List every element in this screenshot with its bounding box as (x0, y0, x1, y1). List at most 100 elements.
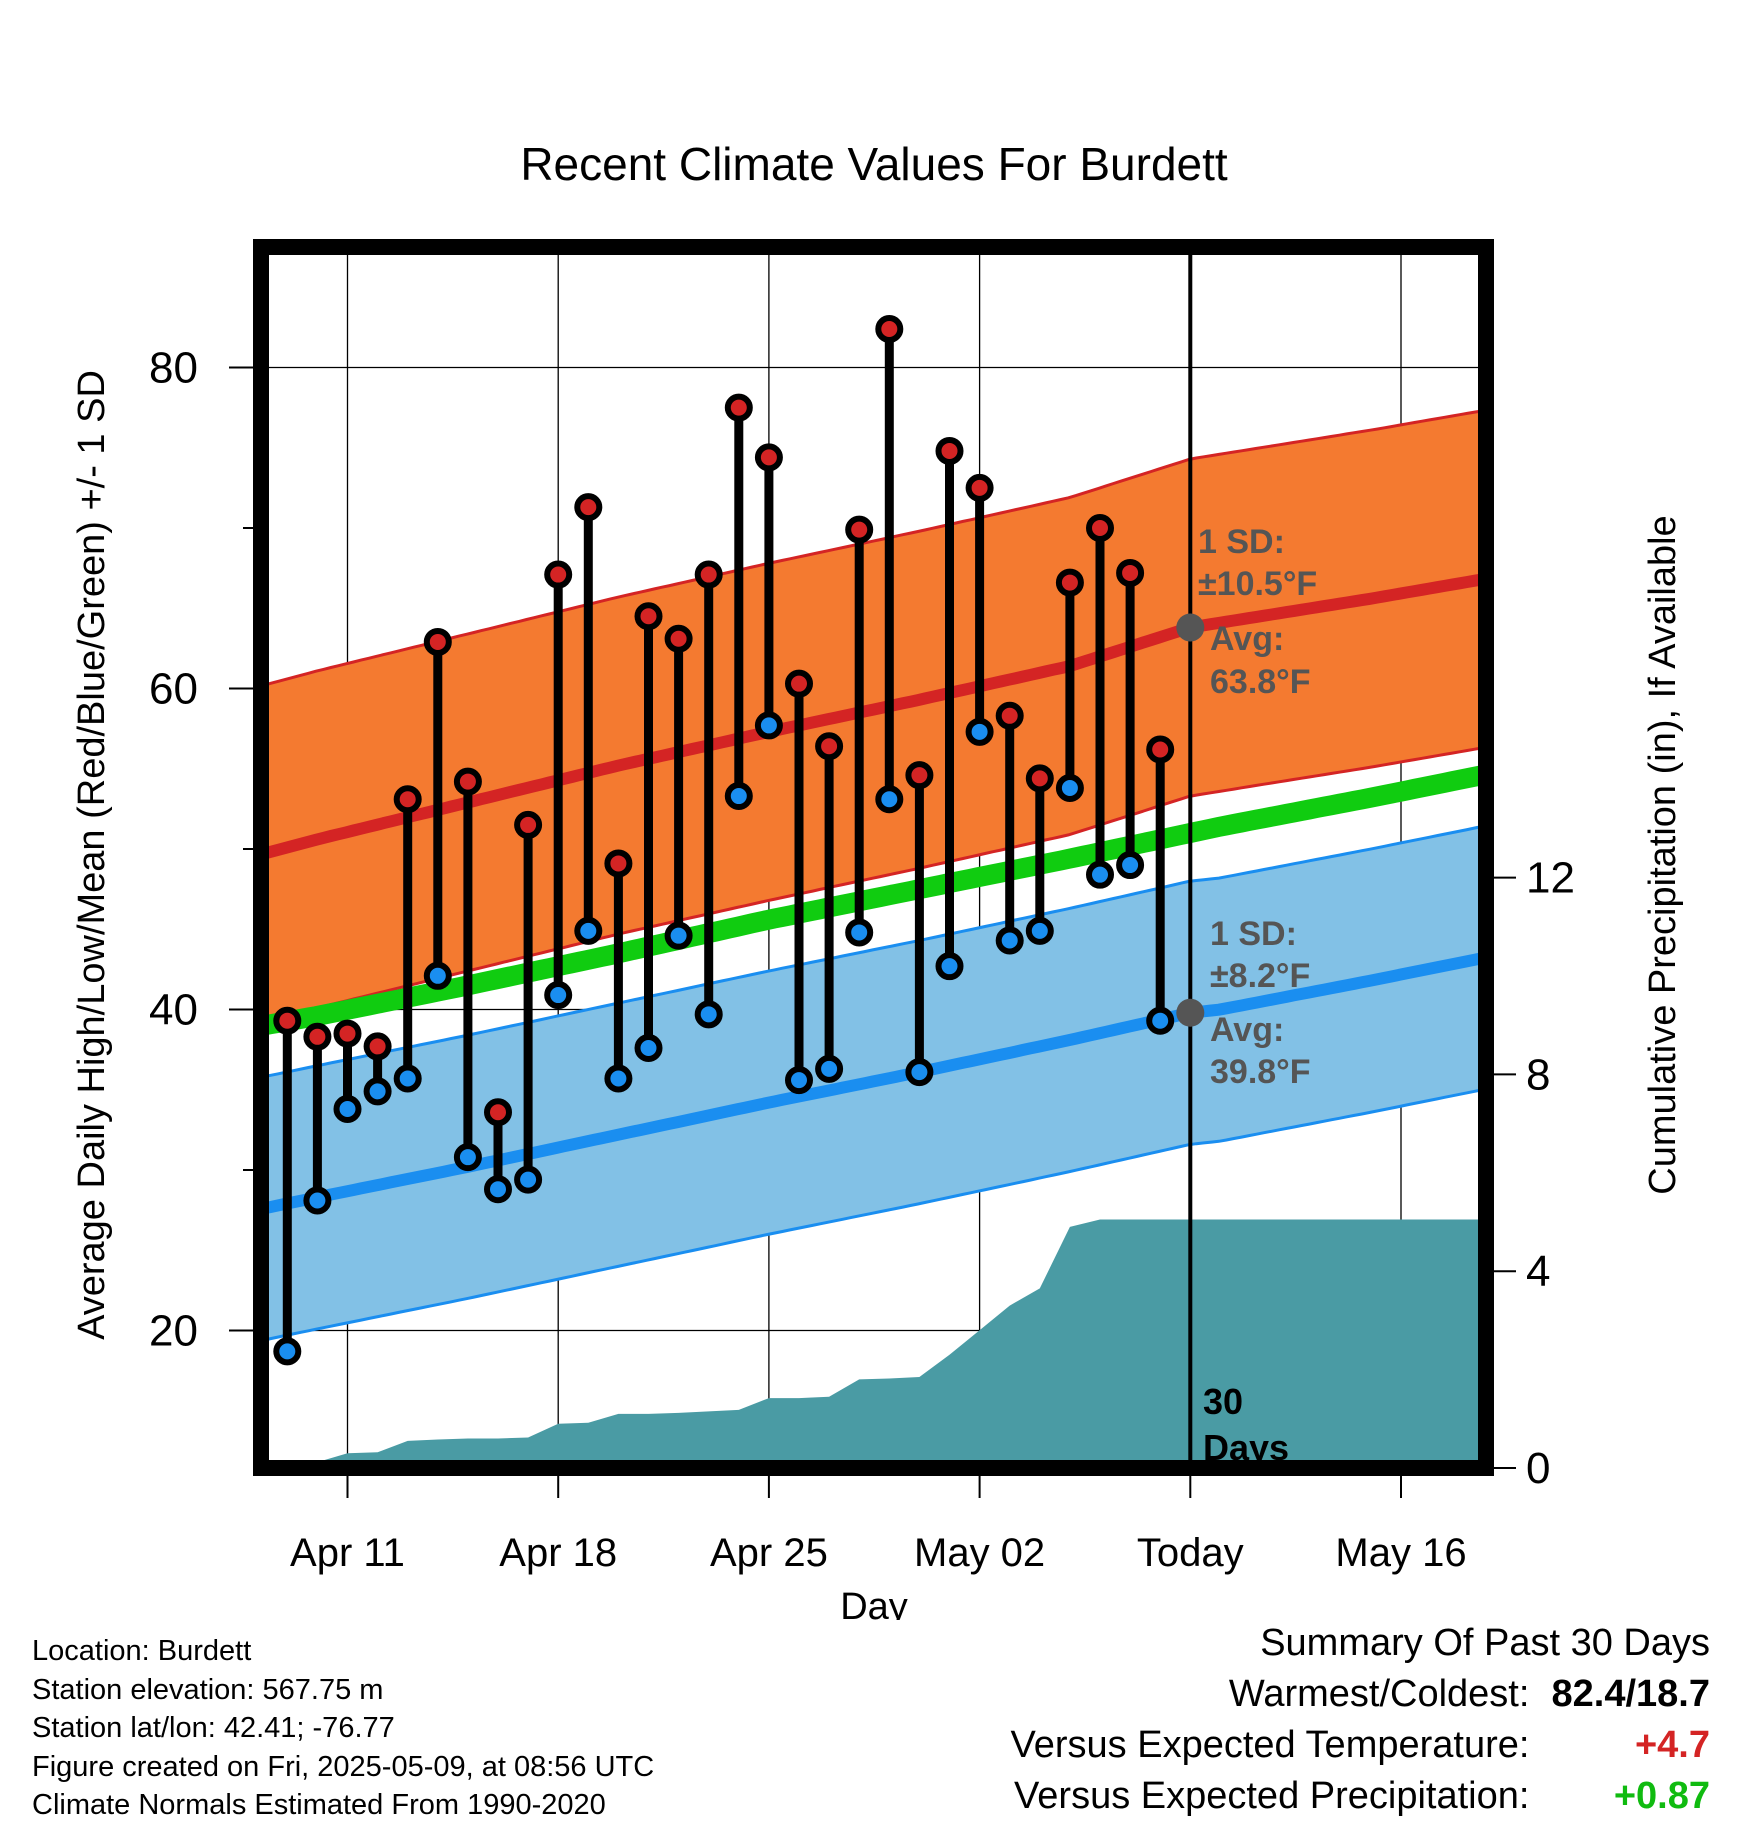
observed-high-point-9 (544, 560, 573, 589)
y-tick-label-2: 60 (149, 665, 198, 714)
observed-low-point-17 (785, 1066, 813, 1095)
observed-low-point-24 (995, 926, 1024, 955)
station-info: Location: Burdett Station elevation: 567… (32, 1632, 654, 1825)
x-tick-label-0: Apr 11 (290, 1531, 405, 1575)
observed-high-point-6 (453, 767, 482, 796)
precip-value: +0.87 (1613, 1775, 1710, 1817)
y-tick-label-3: 80 (149, 344, 198, 393)
observed-low-point-28 (1116, 851, 1145, 880)
observed-low-point-21 (905, 1058, 934, 1087)
observed-high-point-25 (1025, 764, 1054, 793)
y-tick-label-1: 40 (149, 986, 198, 1035)
observed-high-point-11 (604, 849, 633, 878)
high-avg-marker (1176, 613, 1205, 642)
observed-high-point-21 (905, 761, 934, 790)
observed-low-point-11 (604, 1064, 633, 1093)
high-sd-label: 1 SD: (1198, 523, 1285, 561)
temp-value: +4.7 (1634, 1724, 1710, 1766)
observed-high-point-23 (965, 473, 994, 502)
observed-high-point-20 (875, 314, 904, 343)
observed-low-point-20 (875, 785, 904, 814)
observed-low-point-26 (1055, 774, 1084, 803)
observed-low-point-29 (1146, 1006, 1175, 1035)
observed-high-point-7 (484, 1098, 512, 1127)
observed-low-point-14 (694, 1000, 723, 1029)
observed-low-point-1 (303, 1186, 332, 1215)
summary-panel: Summary Of Past 30 Days Warmest/Coldest:… (1011, 1618, 1710, 1822)
observed-high-point-28 (1116, 558, 1145, 587)
high-avg-label: Avg: (1210, 620, 1284, 658)
created-text: Figure created on Fri, 2025-05-09, at 08… (32, 1750, 655, 1783)
y-axis-left: 20 40 60 80 (149, 344, 253, 1356)
summary-precip-row: Versus Expected Precipitation: +0.87 (1011, 1771, 1710, 1822)
x-tick-label-1: Apr 18 (499, 1531, 617, 1575)
y2-tick-label-1: 4 (1526, 1247, 1550, 1296)
observed-high-point-8 (514, 810, 543, 839)
x-tick-label-5: May 16 (1335, 1531, 1466, 1575)
x-tick-label-4: Today (1137, 1531, 1244, 1575)
low-sd-label: 1 SD: (1210, 915, 1297, 953)
observed-high-point-10 (574, 493, 603, 522)
observed-low-point-15 (724, 782, 753, 811)
x-axis-label: Day (840, 1586, 908, 1620)
y2-tick-label-3: 12 (1526, 854, 1575, 903)
x-tick-label-3: May 02 (914, 1531, 1045, 1575)
observed-high-point-17 (785, 669, 813, 698)
observed-low-point-8 (514, 1165, 543, 1194)
observed-low-point-7 (484, 1175, 512, 1204)
summary-warmest-row: Warmest/Coldest: 82.4/18.7 (1011, 1669, 1710, 1720)
observed-low-point-18 (815, 1054, 844, 1083)
observed-high-point-2 (333, 1019, 362, 1048)
observed-high-point-19 (845, 515, 874, 544)
observed-high-point-22 (935, 436, 964, 465)
observed-low-point-27 (1086, 860, 1114, 889)
precip-label: Versus Expected Precipitation: (1014, 1775, 1530, 1817)
y2-tick-label-2: 8 (1526, 1050, 1550, 1099)
high-band-upper (262, 409, 1483, 687)
observed-high-point-5 (423, 627, 452, 656)
summary-temp-row: Versus Expected Temperature: +4.7 (1011, 1720, 1710, 1771)
observed-low-point-0 (273, 1337, 302, 1366)
plot-frame (253, 239, 1494, 1476)
y2-axis-label: Cumulative Precipitation (in), If Availa… (1642, 515, 1684, 1194)
observed-low-point-16 (754, 711, 783, 740)
low-avg-value: 39.8°F (1210, 1053, 1311, 1091)
plot-content: 1 SD: ±10.5°F Avg: 63.8°F 1 SD: ±8.2°F Avg: 39.… (261, 247, 1486, 1468)
observed-high-point-27 (1086, 514, 1114, 542)
warmest-label: Warmest/Coldest: (1228, 1673, 1530, 1715)
observed-low-point-2 (333, 1095, 362, 1124)
high-sd-band (263, 410, 1483, 1023)
observed-low-point-6 (453, 1143, 482, 1172)
low-band-lower (262, 1088, 1483, 1342)
observed-low-point-12 (634, 1034, 663, 1063)
observed-high-point-24 (995, 701, 1024, 730)
observed-high-point-16 (754, 443, 783, 472)
observed-high-point-12 (634, 602, 663, 631)
observed-high-point-15 (724, 393, 753, 422)
precip-days-number: 30 (1203, 1381, 1243, 1422)
observed-low-point-3 (363, 1077, 392, 1106)
chart-title: Recent Climate Values For Burdett (520, 138, 1228, 190)
y-tick-label-0: 20 (149, 1307, 198, 1356)
high-avg-value: 63.8°F (1210, 663, 1311, 701)
observed-low-point-22 (935, 952, 964, 981)
observed-high-point-0 (273, 1006, 302, 1035)
observed-high-point-18 (815, 732, 844, 761)
observed-low-point-25 (1025, 916, 1054, 945)
plot-area: 1 SD: ±10.5°F Avg: 63.8°F 1 SD: ±8.2°F Avg: 39.… (253, 239, 1494, 1476)
observed-low-point-9 (544, 981, 573, 1010)
precip-area (287, 1219, 1486, 1468)
location-text: Location: Burdett (32, 1635, 252, 1667)
elevation-text: Station elevation: 567.75 m (32, 1673, 384, 1706)
warmest-value: 82.4/18.7 (1551, 1673, 1710, 1715)
normals-text: Climate Normals Estimated From 1990-2020 (32, 1789, 606, 1821)
x-tick-label-2: Apr 25 (710, 1531, 828, 1575)
high-sd-value: ±10.5°F (1198, 565, 1317, 603)
observed-low-point-19 (845, 918, 874, 947)
observed-low-point-23 (965, 717, 994, 746)
low-avg-label: Avg: (1210, 1011, 1284, 1049)
observed-high-point-3 (363, 1032, 392, 1061)
y-axis-label: Average Daily High/Low/Mean (Red/Blue/Gr… (71, 370, 113, 1340)
latlon-text: Station lat/lon: 42.41; -76.77 (32, 1712, 395, 1744)
observed-low-point-13 (664, 921, 693, 950)
